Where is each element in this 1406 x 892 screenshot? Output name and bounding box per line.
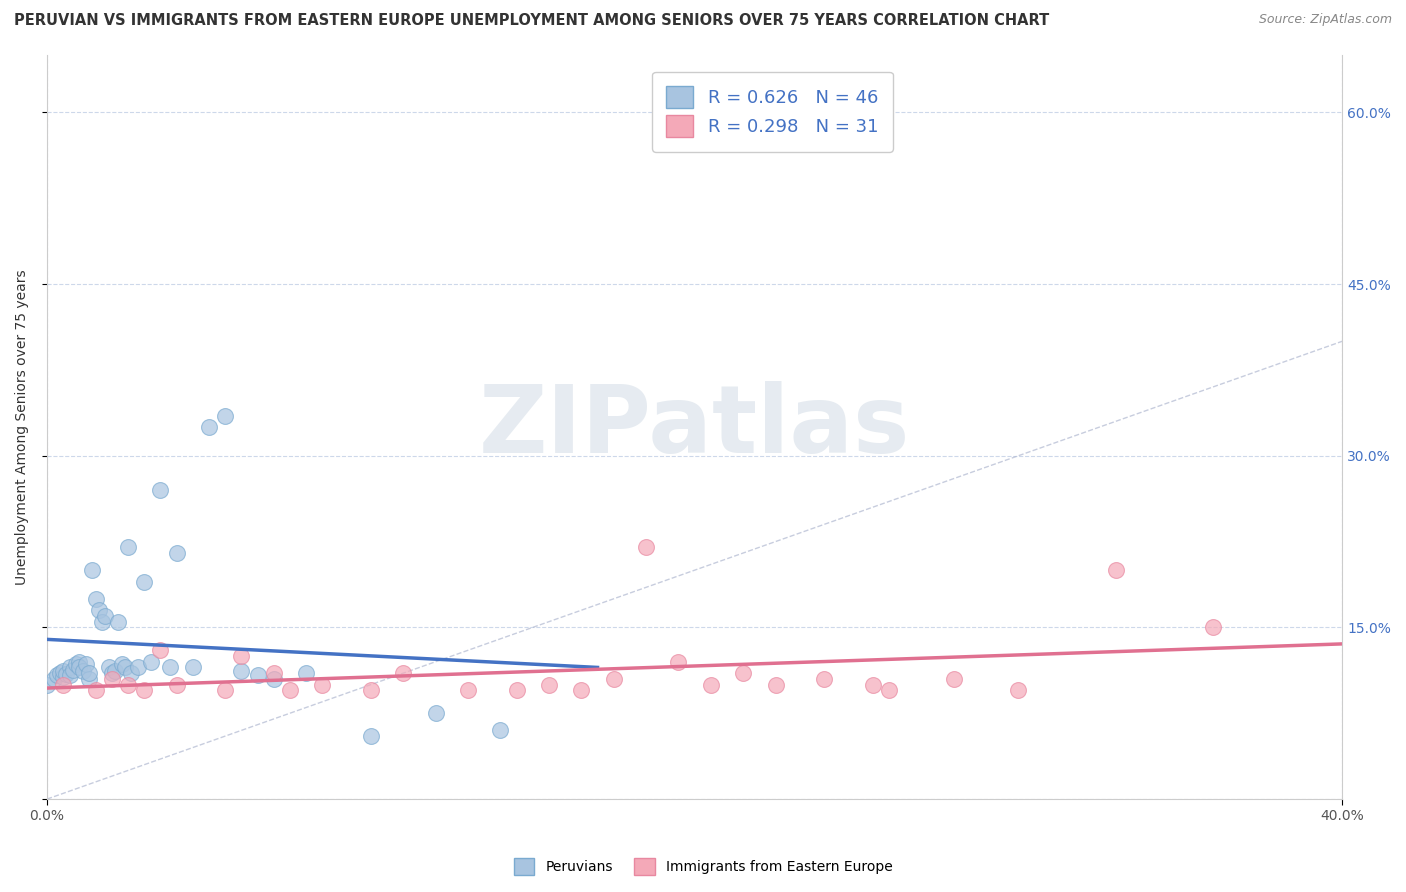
Point	[149, 643, 172, 657]
Point	[159, 660, 181, 674]
Point	[263, 672, 285, 686]
Point	[198, 420, 221, 434]
Point	[117, 541, 139, 555]
Point	[569, 683, 592, 698]
Legend: R = 0.626   N = 46, R = 0.298   N = 31: R = 0.626 N = 46, R = 0.298 N = 31	[652, 71, 893, 152]
Point	[77, 672, 100, 686]
Point	[295, 666, 318, 681]
Point	[360, 683, 382, 698]
Y-axis label: Unemployment Among Seniors over 75 years: Unemployment Among Seniors over 75 years	[15, 269, 30, 585]
Point	[813, 672, 835, 686]
Point	[489, 723, 512, 738]
Point	[166, 678, 188, 692]
Point	[602, 672, 624, 686]
Point	[55, 667, 77, 681]
Point	[149, 483, 172, 497]
Point	[231, 648, 253, 663]
Point	[87, 603, 110, 617]
Point	[877, 683, 900, 698]
Point	[84, 591, 107, 606]
Point	[75, 657, 97, 671]
Point	[231, 664, 253, 678]
Point	[82, 563, 104, 577]
Point	[49, 666, 72, 681]
Point	[91, 615, 114, 629]
Point	[107, 615, 129, 629]
Point	[127, 660, 149, 674]
Point	[1104, 563, 1126, 577]
Point	[862, 678, 884, 692]
Point	[139, 655, 162, 669]
Point	[311, 678, 333, 692]
Point	[101, 672, 124, 686]
Point	[59, 660, 82, 674]
Point	[42, 672, 65, 686]
Point	[52, 664, 75, 678]
Point	[360, 729, 382, 743]
Point	[67, 655, 90, 669]
Point	[35, 678, 58, 692]
Point	[392, 666, 415, 681]
Point	[246, 668, 269, 682]
Point	[67, 660, 90, 674]
Point	[278, 683, 301, 698]
Point	[62, 663, 84, 677]
Point	[733, 666, 755, 681]
Point	[700, 678, 723, 692]
Text: PERUVIAN VS IMMIGRANTS FROM EASTERN EUROPE UNEMPLOYMENT AMONG SENIORS OVER 75 YE: PERUVIAN VS IMMIGRANTS FROM EASTERN EURO…	[14, 13, 1049, 29]
Point	[668, 655, 690, 669]
Point	[214, 409, 236, 423]
Point	[45, 668, 67, 682]
Point	[104, 664, 127, 678]
Point	[457, 683, 479, 698]
Point	[214, 683, 236, 698]
Point	[765, 678, 787, 692]
Point	[505, 683, 527, 698]
Point	[120, 666, 142, 681]
Point	[166, 546, 188, 560]
Point	[117, 678, 139, 692]
Legend: Peruvians, Immigrants from Eastern Europe: Peruvians, Immigrants from Eastern Europ…	[508, 853, 898, 880]
Point	[1007, 683, 1029, 698]
Point	[636, 541, 658, 555]
Point	[65, 657, 87, 671]
Point	[97, 660, 120, 674]
Point	[94, 609, 117, 624]
Point	[101, 666, 124, 681]
Point	[52, 670, 75, 684]
Text: Source: ZipAtlas.com: Source: ZipAtlas.com	[1258, 13, 1392, 27]
Point	[52, 678, 75, 692]
Point	[537, 678, 560, 692]
Text: ZIPatlas: ZIPatlas	[479, 381, 910, 473]
Point	[72, 664, 94, 678]
Point	[134, 683, 156, 698]
Point	[181, 660, 204, 674]
Point	[77, 666, 100, 681]
Point	[84, 683, 107, 698]
Point	[134, 574, 156, 589]
Point	[942, 672, 965, 686]
Point	[110, 657, 132, 671]
Point	[1202, 620, 1225, 634]
Point	[59, 668, 82, 682]
Point	[263, 666, 285, 681]
Point	[425, 706, 447, 721]
Point	[114, 660, 136, 674]
